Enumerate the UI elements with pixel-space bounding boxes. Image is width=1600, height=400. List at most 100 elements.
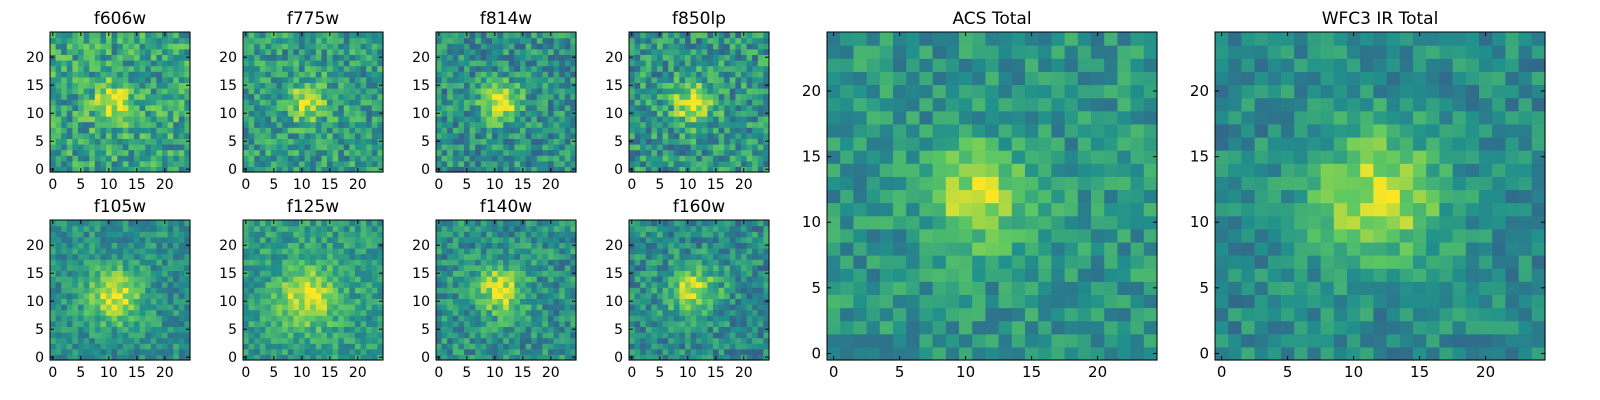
heatmap-cell [508, 276, 515, 283]
heatmap-cell [304, 138, 311, 145]
heatmap-cell [178, 220, 185, 227]
heatmap-cell [178, 116, 185, 123]
heatmap-cell [122, 343, 129, 350]
heatmap-cell [447, 242, 454, 249]
heatmap-cell [282, 155, 289, 162]
heatmap-cell [645, 110, 652, 117]
heatmap-cell [371, 121, 378, 128]
heatmap-cell [355, 292, 362, 299]
heatmap-cell [89, 48, 96, 55]
heatmap-cell [746, 309, 753, 316]
heatmap-cell [167, 121, 174, 128]
heatmap-cell [366, 315, 373, 322]
heatmap-cell [349, 309, 356, 316]
heatmap-cell [486, 332, 493, 339]
heatmap-cell [475, 138, 482, 145]
heatmap-cell [139, 32, 146, 39]
heatmap-cell [173, 82, 180, 89]
heatmap-cell [564, 121, 571, 128]
heatmap-cell [503, 320, 510, 327]
heatmap-cell [729, 99, 736, 106]
heatmap-cell [729, 71, 736, 78]
heatmap-cell [72, 348, 79, 355]
heatmap-cell [685, 37, 692, 44]
heatmap-cell [276, 315, 283, 322]
heatmap-cell [72, 65, 79, 72]
heatmap-cell [436, 343, 443, 350]
heatmap-cell [349, 248, 356, 255]
heatmap-cell [757, 32, 764, 39]
heatmap-cell [531, 149, 538, 156]
heatmap-cell [497, 231, 504, 238]
heatmap-cell [685, 43, 692, 50]
heatmap-cell [371, 48, 378, 55]
heatmap-cell [83, 343, 90, 350]
heatmap-cell [645, 309, 652, 316]
heatmap-cell [327, 264, 334, 271]
heatmap-cell [452, 332, 459, 339]
heatmap-cell [690, 82, 697, 89]
heatmap-cell [72, 166, 79, 173]
heatmap-cell [707, 65, 714, 72]
heatmap-cell [497, 43, 504, 50]
heatmap-cell [327, 231, 334, 238]
heatmap-cell [752, 309, 759, 316]
heatmap-cell [66, 292, 73, 299]
heatmap-cell [685, 54, 692, 61]
heatmap-cell [100, 287, 107, 294]
heatmap-cell [349, 276, 356, 283]
heatmap-cell [542, 236, 549, 243]
heatmap-cell [94, 332, 101, 339]
heatmap-cell [629, 132, 636, 139]
heatmap-cell [447, 132, 454, 139]
heatmap-cell [464, 160, 471, 167]
heatmap-cell [343, 149, 350, 156]
heatmap-cell [436, 304, 443, 311]
heatmap-cell [634, 281, 641, 288]
heatmap-cell [72, 149, 79, 156]
heatmap-cell [61, 304, 68, 311]
heatmap-cell [321, 292, 328, 299]
heatmap-cell [145, 326, 152, 333]
heatmap-cell [531, 99, 538, 106]
heatmap-cell [366, 259, 373, 266]
heatmap-cell [548, 54, 555, 61]
heatmap-cell [503, 348, 510, 355]
heatmap-cell [265, 231, 272, 238]
heatmap-cell [525, 248, 532, 255]
heatmap-cell [564, 144, 571, 151]
heatmap-cell [508, 37, 515, 44]
heatmap-cell [310, 220, 317, 227]
heatmap-cell [310, 348, 317, 355]
heatmap-cell [662, 138, 669, 145]
heatmap-cell [713, 110, 720, 117]
heatmap-cell [713, 160, 720, 167]
heatmap-cell [724, 309, 731, 316]
heatmap-cell [553, 320, 560, 327]
heatmap-cell [497, 93, 504, 100]
heatmap-cell [464, 54, 471, 61]
heatmap-cell [668, 292, 675, 299]
heatmap-cell [657, 276, 664, 283]
heatmap-cell [741, 160, 748, 167]
heatmap-cell [458, 104, 465, 111]
heatmap-cell [503, 43, 510, 50]
heatmap-cell [66, 149, 73, 156]
heatmap-cell [265, 343, 272, 350]
heatmap-cell [746, 32, 753, 39]
heatmap-cell [145, 220, 152, 227]
heatmap-cell [458, 160, 465, 167]
heatmap-cell [338, 259, 345, 266]
heatmap-cell [321, 326, 328, 333]
heatmap-cell [243, 160, 250, 167]
heatmap-cell [735, 276, 742, 283]
heatmap-cell [469, 236, 476, 243]
heatmap-cell [145, 110, 152, 117]
heatmap-cell [559, 270, 566, 277]
heatmap-cell [310, 48, 317, 55]
heatmap-cell [156, 104, 163, 111]
heatmap-cell [304, 220, 311, 227]
heatmap-cell [469, 354, 476, 361]
heatmap-cell [243, 253, 250, 260]
